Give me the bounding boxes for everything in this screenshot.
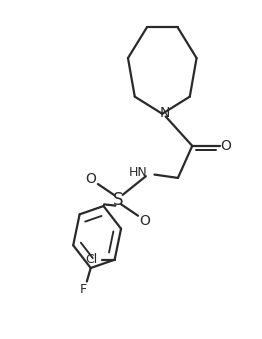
Text: O: O: [220, 139, 231, 153]
Text: S: S: [113, 191, 123, 209]
Text: O: O: [139, 214, 150, 228]
Text: Cl: Cl: [85, 253, 97, 266]
Text: F: F: [79, 283, 86, 296]
Text: O: O: [86, 172, 97, 186]
Text: N: N: [160, 106, 170, 120]
Text: HN: HN: [129, 166, 148, 179]
